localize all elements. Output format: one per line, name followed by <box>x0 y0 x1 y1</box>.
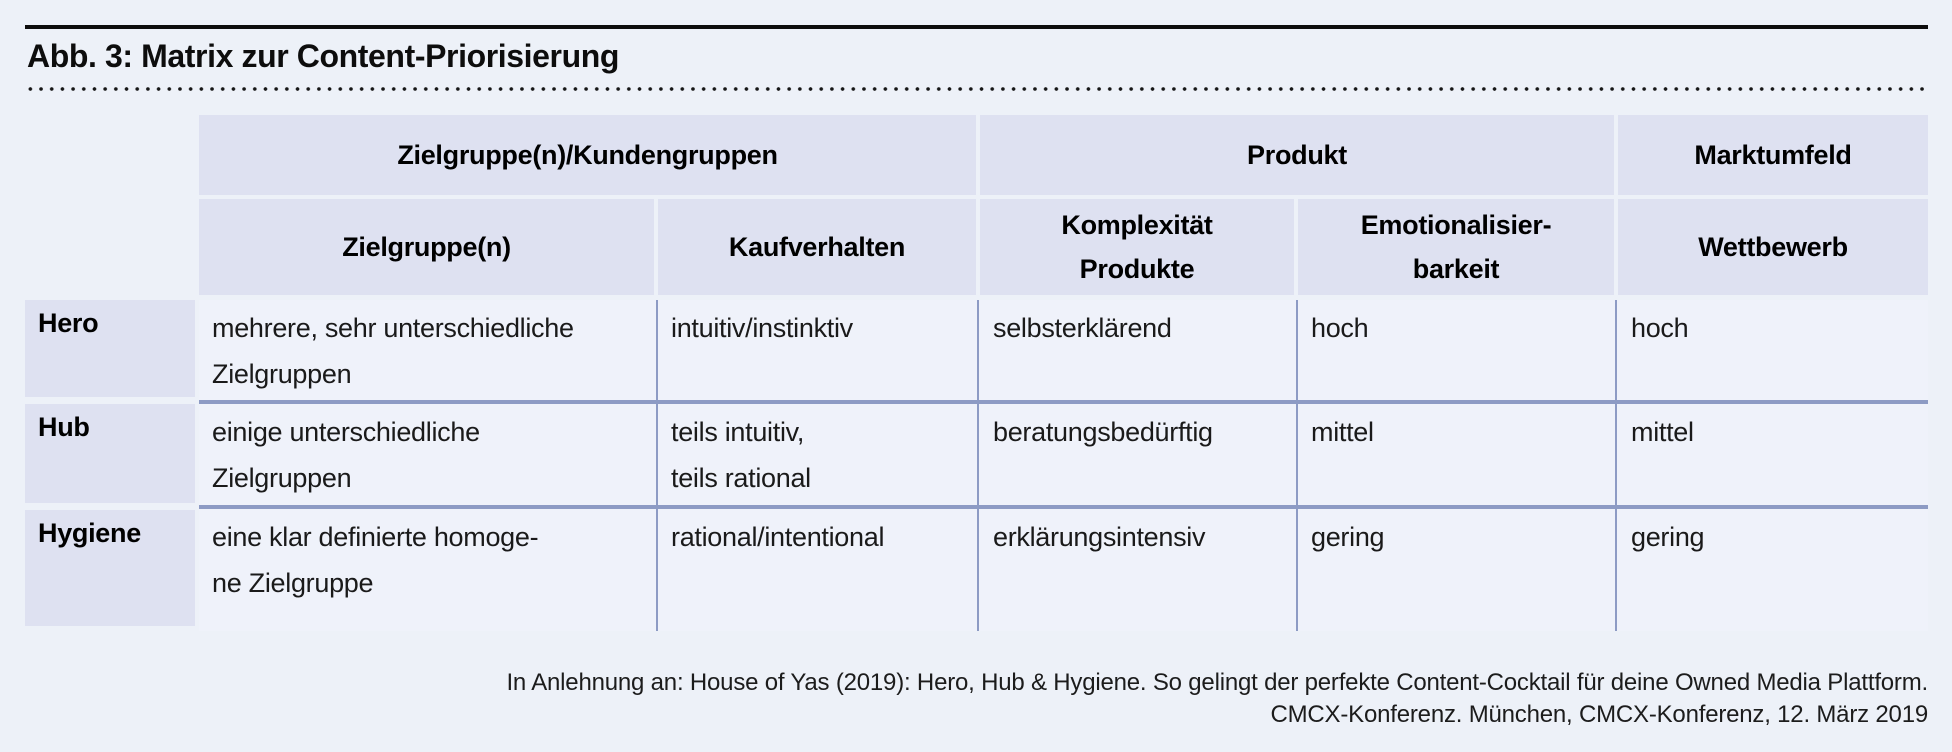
group-header-produkt: Produkt <box>980 115 1614 195</box>
cell-hub-komplexitaet: beratungsbedürftig <box>993 417 1213 447</box>
row-label-hygiene: Hygiene <box>25 510 195 626</box>
cell-hero-kaufverhalten: intuitiv/instinktiv <box>671 313 853 343</box>
group-header-marktumfeld: Marktumfeld <box>1618 115 1928 195</box>
source-citation-line1: In Anlehnung an: House of Yas (2019): He… <box>506 669 1928 696</box>
column-divider-1 <box>656 300 658 631</box>
source-citation-line2: CMCX-Konferenz. München, CMCX-Konferenz,… <box>1270 701 1929 728</box>
column-header-komplexitaet-produkte: Komplexität Produkte <box>980 199 1294 295</box>
column-divider-2 <box>977 300 979 631</box>
figure-caption: Abb. 3: Matrix zur Content-Priorisierung <box>27 38 620 74</box>
caption-dotted-rule <box>25 86 1928 92</box>
source-citation: In Anlehnung an: House of Yas (2019): He… <box>25 667 1928 731</box>
table-body-background <box>199 300 1928 631</box>
column-divider-4 <box>1615 300 1617 631</box>
cell-hub-wettbewerb: mittel <box>1631 417 1694 447</box>
cell-hub-kaufverhalten: teils intuitiv, teils rational <box>671 417 811 493</box>
column-divider-3 <box>1296 300 1298 631</box>
column-header-wettbewerb: Wettbewerb <box>1618 199 1928 295</box>
cell-hero-komplexitaet: selbsterklärend <box>993 313 1172 343</box>
cell-hero-zielgruppen: mehrere, sehr unterschiedliche Zielgrupp… <box>212 313 574 389</box>
row-divider-hero-hub <box>199 400 1928 404</box>
column-header-emotionalisierbarkeit: Emotionalisier- barkeit <box>1298 199 1614 295</box>
row-divider-hub-hygiene <box>199 505 1928 509</box>
cell-hygiene-wettbewerb: gering <box>1631 522 1705 552</box>
cell-hero-emotionalisierbarkeit: hoch <box>1311 313 1369 343</box>
column-header-kaufverhalten: Kaufverhalten <box>658 199 976 295</box>
cell-hygiene-zielgruppen: eine klar definierte homoge- ne Zielgrup… <box>212 522 539 598</box>
cell-hygiene-emotionalisierbarkeit: gering <box>1311 522 1385 552</box>
cell-hygiene-kaufverhalten: rational/intentional <box>671 522 885 552</box>
column-header-zielgruppen: Zielgruppe(n) <box>199 199 654 295</box>
group-header-zielgruppen-kundengruppen: Zielgruppe(n)/Kundengruppen <box>199 115 976 195</box>
cell-hygiene-komplexitaet: erklärungsintensiv <box>993 522 1206 552</box>
cell-hub-emotionalisierbarkeit: mittel <box>1311 417 1374 447</box>
caption-top-rule <box>25 25 1928 29</box>
row-label-hub: Hub <box>25 404 195 503</box>
cell-hub-zielgruppen: einige unterschiedliche Zielgruppen <box>212 417 480 493</box>
cell-hero-wettbewerb: hoch <box>1631 313 1689 343</box>
row-label-hero: Hero <box>25 300 195 397</box>
